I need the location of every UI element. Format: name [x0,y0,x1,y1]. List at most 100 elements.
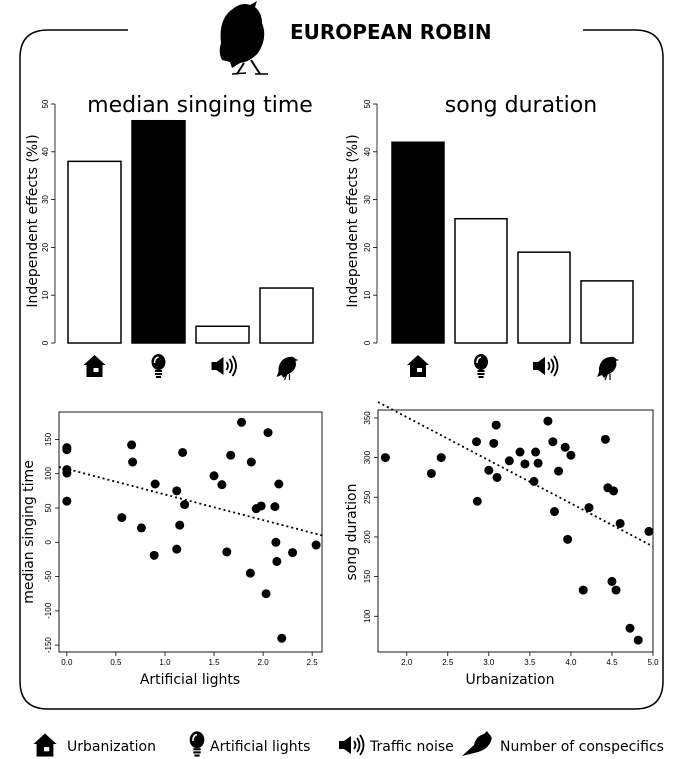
bar-1 [131,119,186,344]
bar-0 [67,160,122,344]
legend-label: Traffic noise [369,739,454,755]
scatter-median-singing-time: Artificial lights median singing time 0.… [21,411,323,688]
legend-item-urbanization: Urbanization [33,733,156,757]
data-point [150,479,160,489]
data-point [311,540,321,550]
y-axis-label: Independent effects (%I) [345,134,361,307]
data-point [504,456,514,466]
x-tick-label: 1.0 [159,658,171,667]
y-tick-label: 0 [41,340,50,345]
legend-label: Urbanization [67,739,156,755]
data-point [492,472,502,482]
bird-icon [275,356,300,381]
data-point [136,523,146,533]
data-point [472,496,482,506]
data-point [237,417,247,427]
y-tick-label: 150 [44,432,53,446]
legend-label: Artificial lights [210,739,310,755]
data-point [520,459,530,469]
y-tick-label: 0 [363,340,372,345]
data-point [609,486,619,496]
bar-chart-song-duration: song duration Independent effects (%I) 0… [345,93,634,381]
x-tick-label: 4.5 [606,658,618,667]
data-point [263,428,273,438]
trend-line [58,465,323,537]
trend-line [377,401,654,548]
y-tick-label: 10 [41,290,50,299]
y-tick-label: -150 [44,637,53,654]
x-tick-label: 2.0 [401,658,413,667]
data-point [271,537,281,547]
y-tick-label: 30 [41,195,50,204]
data-point [472,437,482,447]
data-point [245,568,255,578]
data-point [436,453,446,463]
data-point [222,547,232,557]
y-axis-label: Independent effects (%I) [25,134,41,307]
data-point [217,480,227,490]
data-point [256,501,266,511]
data-point [607,576,617,586]
panel-title: median singing time [87,93,313,118]
y-tick-label: 50 [44,503,53,512]
bar-0 [391,141,445,344]
bar-2 [195,325,250,344]
frame-border [19,29,664,710]
x-tick-label: 2.5 [442,658,454,667]
data-point [274,479,284,489]
data-point [484,465,494,475]
y-tick-label: 50 [41,99,50,108]
data-point [531,447,541,457]
data-point [615,518,625,528]
bar-3 [259,287,314,344]
bar-1 [454,217,508,344]
data-point [127,440,137,450]
data-point [62,496,72,506]
bar-chart-median-singing-time: median singing time Independent effects … [25,93,314,381]
lightbulb-icon [473,353,489,379]
legend: Urbanization Artificial lights Traffic n… [33,730,664,758]
legend-item-artificial-lights: Artificial lights [188,730,310,758]
y-tick-label: 30 [363,195,372,204]
data-point [128,457,138,467]
data-point [644,526,654,536]
data-point [62,468,72,478]
x-axis-label: Artificial lights [140,672,240,688]
bird-icon [596,356,620,381]
data-point [491,420,501,430]
data-point [548,437,558,447]
bird-icon [462,731,492,756]
chart-title: EUROPEAN ROBIN [290,20,492,44]
data-point [633,635,643,645]
lightbulb-icon [188,730,206,758]
data-point [209,471,219,481]
data-point [515,447,525,457]
plot-box [58,411,323,653]
data-point [270,502,280,512]
data-point [117,513,127,523]
data-point [533,458,543,468]
data-point [246,457,256,467]
x-tick-label: 4.0 [565,658,577,667]
x-tick-label: 2.0 [258,658,270,667]
panel-title: song duration [445,93,597,118]
bar-3 [580,280,634,344]
y-tick-label: 150 [363,569,372,583]
robin-icon [219,1,268,75]
scatter-song-duration: Urbanization song duration 2.0 2.5 3.0 3.5 4… [344,401,659,688]
data-point [180,500,190,510]
y-tick-label: 20 [363,242,372,251]
y-tick-label: 300 [363,450,372,464]
x-tick-label: 2.5 [307,658,319,667]
data-point [554,466,564,476]
data-point [563,534,573,544]
data-point [288,548,298,558]
data-point [175,520,185,530]
y-axis-label: song duration [344,484,360,581]
plot-box [377,409,654,653]
house-icon [407,355,429,377]
data-point [172,544,182,554]
data-point [578,585,588,595]
data-point [625,623,635,633]
